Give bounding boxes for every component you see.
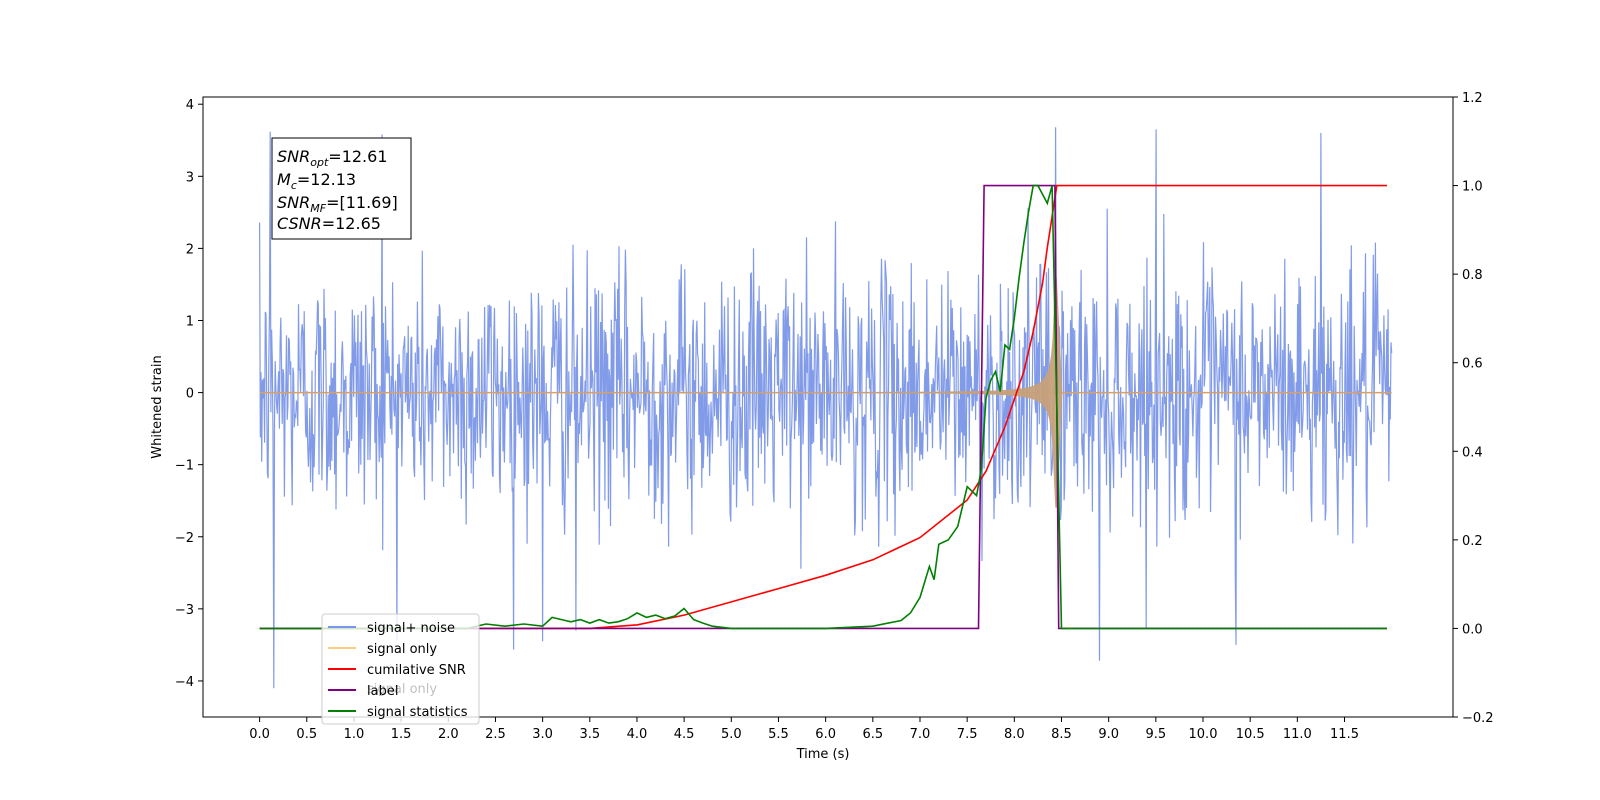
- y2-tick-label: 0.6: [1462, 357, 1483, 372]
- snr-opt-text: SNRopt=12.61: [277, 147, 388, 169]
- y-tick-label: 2: [186, 242, 194, 257]
- x-tick-label: 1.5: [391, 727, 412, 742]
- legend: signal only signal+ noise signal only cumi…: [321, 613, 480, 725]
- y2-tick-label: 0.8: [1462, 268, 1483, 283]
- y2-tick-label: 1.0: [1462, 180, 1483, 195]
- x-tick-label: 5.5: [768, 727, 789, 742]
- x-tick-label: 4.5: [674, 727, 695, 742]
- snr-opt-subscript: opt: [310, 156, 329, 169]
- x-tick-label: 9.0: [1098, 727, 1119, 742]
- mc-symbol: M: [277, 170, 291, 189]
- snr-opt-value: =12.61: [328, 147, 387, 166]
- x-tick-label: 1.0: [344, 727, 365, 742]
- mc-subscript: c: [291, 179, 297, 192]
- x-tick-label: 6.5: [862, 727, 883, 742]
- x-tick-label: 11.0: [1283, 727, 1312, 742]
- x-tick-label: 9.5: [1145, 727, 1166, 742]
- mc-value: =12.13: [297, 170, 356, 189]
- y-tick-label: −4: [175, 675, 194, 690]
- y2-tick-label: 0.4: [1462, 445, 1483, 460]
- x-tick-label: 8.5: [1051, 727, 1072, 742]
- x-tick-label: 6.0: [815, 727, 836, 742]
- series-signal-statistics: [259, 184, 1387, 630]
- x-tick-label: 11.5: [1330, 727, 1359, 742]
- y-tick-label: 3: [186, 170, 194, 185]
- x-tick-label: 0.0: [249, 727, 270, 742]
- y2-tick-label: 1.2: [1462, 91, 1483, 106]
- x-tick-label: 0.5: [296, 727, 317, 742]
- y-tick-label: 4: [186, 98, 194, 113]
- y-tick-label: 0: [186, 387, 194, 402]
- y2-tick-label: 0.2: [1462, 534, 1483, 549]
- y-tick-label: −1: [175, 459, 194, 474]
- x-tick-label: 2.5: [485, 727, 506, 742]
- x-tick-label: 10.5: [1236, 727, 1265, 742]
- plot-area: [259, 127, 1393, 689]
- y2-tick-label: −0.2: [1462, 711, 1494, 726]
- csnr-text: CSNR=12.65: [277, 214, 381, 233]
- x-axis: 0.0 0.5 1.0 1.5 2.0 2.5 3.0 3.5 4.0 4.5 5.0 5.5 6.0 6…: [249, 717, 1359, 742]
- series-signal-only: [637, 277, 1063, 508]
- x-tick-label: 8.0: [1004, 727, 1025, 742]
- x-tick-label: 7.0: [910, 727, 931, 742]
- legend-label: label: [367, 684, 398, 699]
- y-tick-label: 1: [186, 314, 194, 329]
- x-axis-label: Time (s): [796, 747, 850, 762]
- legend-label: signal only: [367, 642, 437, 657]
- x-tick-label: 3.0: [532, 727, 553, 742]
- y-axis-left: 4 3 2 1 0 −1 −2 −3 −4: [175, 98, 203, 690]
- y2-tick-label: 0.0: [1462, 622, 1483, 637]
- y-axis-right: 1.2 1.0 0.8 0.6 0.4 0.2 0.0 −0.2: [1453, 91, 1494, 726]
- x-tick-label: 10.0: [1189, 727, 1218, 742]
- axes-frame: [202, 96, 1454, 718]
- mc-text: Mc=12.13: [277, 170, 356, 192]
- series-signal-plus-noise: [259, 127, 1393, 689]
- csnr-symbol: CSNR: [277, 214, 322, 233]
- legend-label: cumilative SNR: [367, 663, 466, 678]
- legend-label: signal statistics: [367, 705, 468, 720]
- x-tick-label: 4.0: [627, 727, 648, 742]
- snr-mf-value: =[11.69]: [326, 193, 398, 212]
- x-tick-label: 7.5: [957, 727, 978, 742]
- x-tick-label: 3.5: [579, 727, 600, 742]
- info-box: SNRopt=12.61 Mc=12.13 SNRMF=[11.69] CSNR…: [271, 137, 412, 240]
- snr-mf-text: SNRMF=[11.69]: [277, 193, 398, 215]
- x-tick-label: 2.0: [438, 727, 459, 742]
- y-tick-label: −2: [175, 531, 194, 546]
- csnr-value: =12.65: [322, 214, 381, 233]
- snr-mf-subscript: MF: [310, 202, 326, 215]
- y-axis-label: Whitened strain: [150, 355, 165, 458]
- snr-opt-symbol: SNR: [277, 147, 310, 166]
- snr-mf-symbol: SNR: [277, 193, 310, 212]
- legend-box: [321, 613, 480, 725]
- legend-hidden-text: signal only: [367, 682, 437, 697]
- y-tick-label: −3: [175, 603, 194, 618]
- legend-label: signal+ noise: [367, 621, 455, 636]
- x-tick-label: 5.0: [721, 727, 742, 742]
- info-box-frame: [271, 137, 412, 240]
